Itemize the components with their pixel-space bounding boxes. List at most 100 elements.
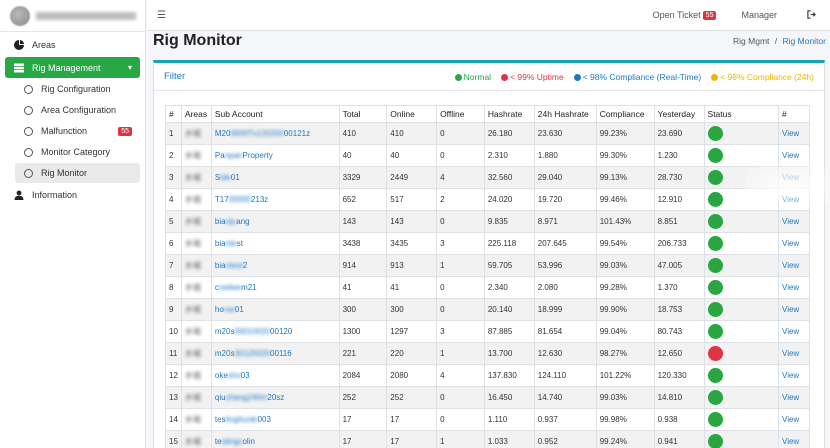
sub-account-cell: qiuzhang240m20sz xyxy=(210,386,340,409)
row-number: 6 xyxy=(165,232,182,255)
sidebar-item-area-configuration[interactable]: Area Configuration xyxy=(15,100,140,120)
view-link[interactable]: View xyxy=(782,437,800,446)
table-row: 4 乡城 T1700000213z 652 517 2 24.020 19.720 99.46%… xyxy=(165,188,810,211)
table-header-row: # Areas Sub Account Total Online Offline Hashr… xyxy=(165,105,810,123)
sub-account-link[interactable]: biantest xyxy=(215,239,243,248)
action-cell: View xyxy=(778,342,810,365)
sidebar-item-monitor-category[interactable]: Monitor Category xyxy=(15,142,140,162)
open-ticket-link[interactable]: Open Ticket 55 xyxy=(653,10,717,20)
row-number: 3 xyxy=(165,166,182,189)
view-link[interactable]: View xyxy=(782,371,800,380)
filter-toggle[interactable]: Filter xyxy=(164,71,186,82)
sub-account-masked: nte xyxy=(225,239,237,248)
sign-out-icon[interactable] xyxy=(807,9,816,21)
view-link[interactable]: View xyxy=(782,195,800,204)
blue-dot-icon xyxy=(573,73,581,81)
brand[interactable] xyxy=(0,0,145,32)
view-link[interactable]: View xyxy=(782,129,800,138)
row-number: 9 xyxy=(165,298,182,321)
view-link[interactable]: View xyxy=(782,239,800,248)
row-number: 7 xyxy=(165,254,182,277)
view-link[interactable]: View xyxy=(782,173,800,182)
sidebar-item-rig-management[interactable]: Rig Management ▾ xyxy=(5,57,140,78)
hashrate-cell: 225.118 xyxy=(483,232,535,255)
offline-cell: 0 xyxy=(436,144,485,167)
user-menu[interactable]: Manager xyxy=(741,10,777,20)
view-link[interactable]: View xyxy=(782,217,800,226)
sub-account-cell: m20s0001002000120 xyxy=(210,320,340,343)
sub-account-masked: owlwe xyxy=(218,283,242,292)
action-cell: View xyxy=(778,254,810,277)
hashrate-cell: 9.835 xyxy=(483,210,535,233)
sub-account-link[interactable]: horse01 xyxy=(215,305,244,314)
legend-normal-label: Normal xyxy=(463,71,492,82)
online-cell: 913 xyxy=(386,254,438,277)
area-name: 乡城 xyxy=(184,173,201,182)
sub-account-prefix: tes xyxy=(214,415,226,424)
offline-cell: 3 xyxy=(436,320,485,343)
sub-account-link[interactable]: T1700000213z xyxy=(215,195,268,204)
sub-account-link[interactable]: m20s0001002000120 xyxy=(215,327,292,336)
online-cell: 410 xyxy=(386,122,438,145)
sub-account-prefix: c xyxy=(214,283,219,292)
sub-account-cell: T1700000213z xyxy=(210,188,340,211)
sidebar-item-areas[interactable]: Areas xyxy=(5,34,140,56)
sub-account-suffix: 2 xyxy=(242,261,248,270)
view-link[interactable]: View xyxy=(782,415,800,424)
status-cell xyxy=(703,408,780,431)
server-icon xyxy=(13,63,25,73)
view-link[interactable]: View xyxy=(782,327,800,336)
sub-account-link[interactable]: biantest2 xyxy=(215,261,247,270)
status-cell xyxy=(703,276,780,299)
sub-account-link[interactable]: testingcolin xyxy=(215,437,255,446)
sub-account-link[interactable]: m20s0012002000116 xyxy=(215,349,292,358)
view-link[interactable]: View xyxy=(782,393,800,402)
sub-account-suffix: 01 xyxy=(230,173,240,182)
sidebar-item-information[interactable]: Information xyxy=(5,184,140,205)
yesterday-cell: 18.753 xyxy=(653,298,705,321)
sub-account-cell: PanpanProperty xyxy=(210,144,340,167)
view-link[interactable]: View xyxy=(782,349,800,358)
column-header: Sub Account xyxy=(210,105,340,123)
sidebar-item-rig-configuration[interactable]: Rig Configuration xyxy=(15,79,140,99)
offline-cell: 3 xyxy=(436,232,485,255)
table-row: 9 乡城 horse01 300 300 0 20.140 18.999 99.90% 18.75… xyxy=(165,298,810,321)
legend-realtime-label: < 98% Compliance (Real-Time) xyxy=(582,71,702,82)
sub-account-link[interactable]: Side01 xyxy=(215,173,240,182)
sub-account-link[interactable]: PanpanProperty xyxy=(215,151,273,160)
sidebar-item-malfunction[interactable]: Malfunction 55 xyxy=(15,121,140,141)
sub-account-prefix: te xyxy=(214,437,222,446)
table-row: 10 乡城 m20s0001002000120 1300 1297 3 87.885 81.6… xyxy=(165,320,810,343)
breadcrumb-parent[interactable]: Rig Mgmt xyxy=(733,36,770,46)
area-cell: 乡城 xyxy=(180,144,212,167)
online-cell: 2080 xyxy=(386,364,438,387)
sub-account-suffix: 213z xyxy=(250,195,269,204)
sub-account-link[interactable]: qiuzhang240m20sz xyxy=(215,393,284,402)
status-cell xyxy=(703,364,780,387)
status-green-indicator xyxy=(707,214,723,229)
view-link[interactable]: View xyxy=(782,151,800,160)
top-right-menu: Open Ticket 55 Manager xyxy=(653,9,830,21)
pie-chart-icon xyxy=(13,40,25,50)
sub-account-prefix: bia xyxy=(214,239,226,248)
legend-uptime-label: < 99% Uptime xyxy=(510,71,564,82)
sub-account-link[interactable]: bianjuang xyxy=(215,217,250,226)
hashrate-24h-cell: 8.971 xyxy=(533,210,597,233)
yesterday-cell: 120.330 xyxy=(653,364,705,387)
sub-account-link[interactable]: testinghuoki003 xyxy=(215,415,271,424)
status-green-indicator xyxy=(707,390,723,405)
compliance-cell: 99.98% xyxy=(595,408,655,431)
table-row: 12 乡城 okesho03 2084 2080 4 137.830 124.110 101.2… xyxy=(165,364,810,387)
status-green-indicator xyxy=(707,434,723,448)
view-link[interactable]: View xyxy=(782,283,800,292)
view-link[interactable]: View xyxy=(782,261,800,270)
online-cell: 3435 xyxy=(386,232,438,255)
sub-account-link[interactable]: cowlwem21 xyxy=(215,283,257,292)
sub-account-link[interactable]: okesho03 xyxy=(215,371,250,380)
row-number: 4 xyxy=(165,188,182,211)
hamburger-icon[interactable]: ☰ xyxy=(157,9,166,21)
sidebar-item-rig-monitor[interactable]: Rig Monitor xyxy=(15,163,140,183)
action-cell: View xyxy=(778,122,810,145)
view-link[interactable]: View xyxy=(782,305,800,314)
sub-account-link[interactable]: M200000Tx12020000121z xyxy=(215,129,310,138)
